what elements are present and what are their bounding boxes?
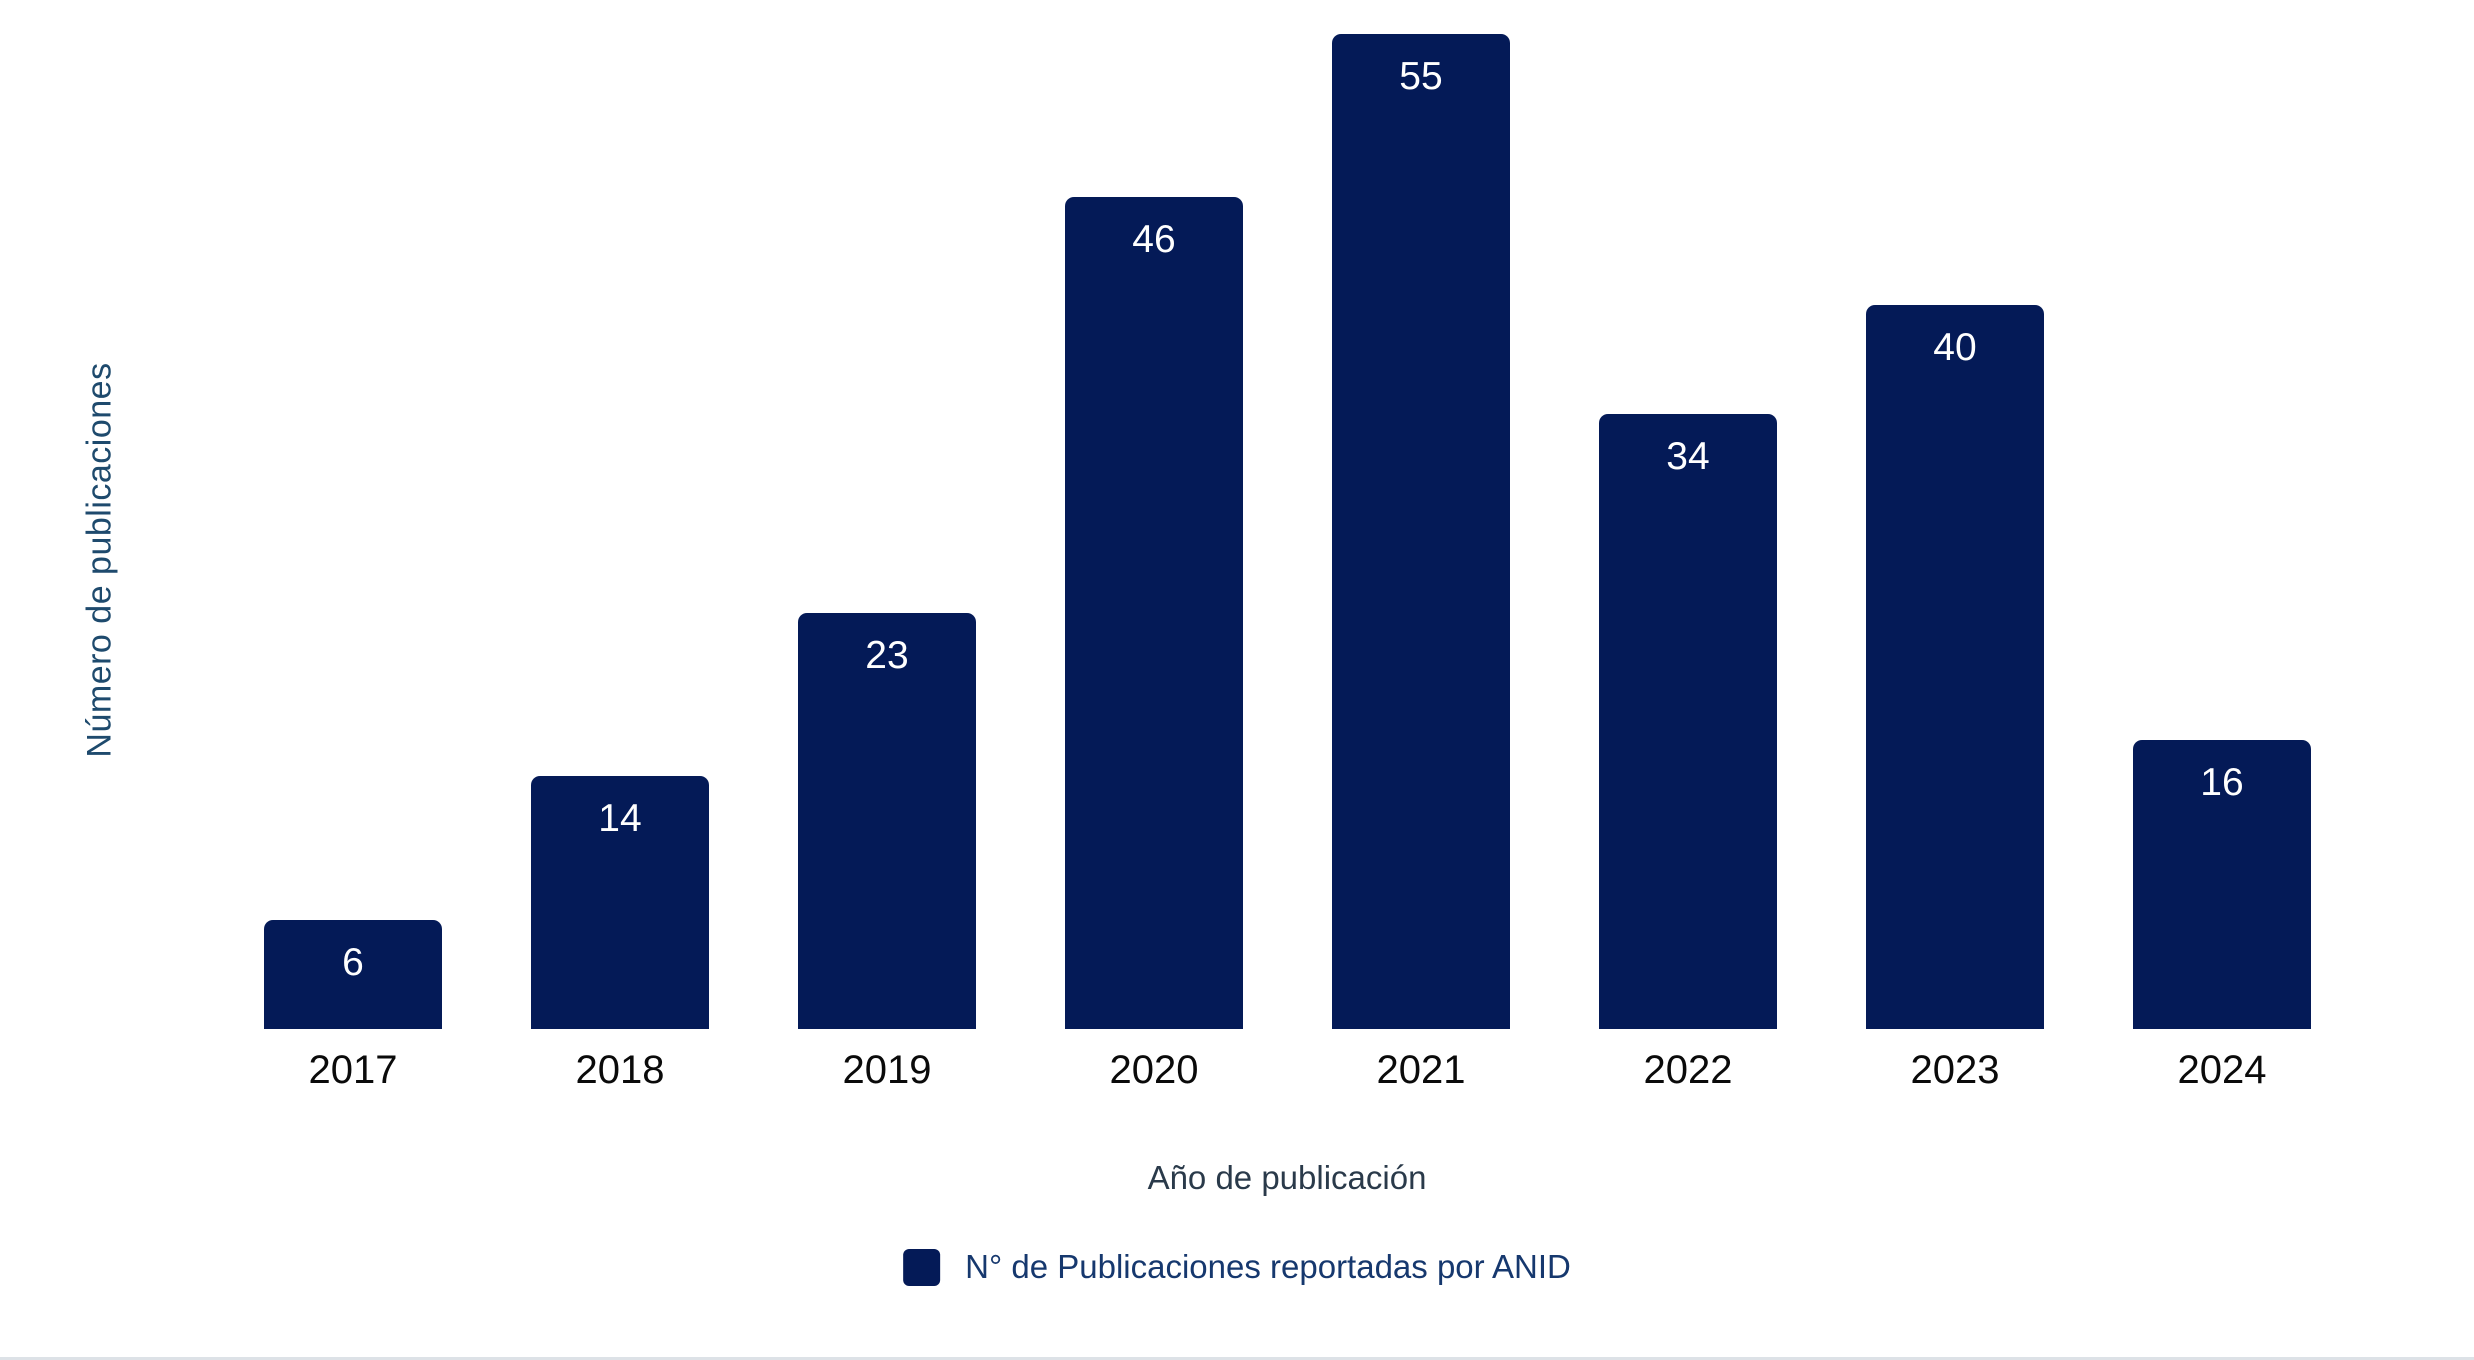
- bar-value-label: 46: [1132, 218, 1176, 261]
- x-axis-title: Año de publicación: [1147, 1159, 1427, 1196]
- bar-value-label: 23: [865, 634, 909, 677]
- bar-value-label: 16: [2200, 761, 2244, 804]
- bar-2019[interactable]: 23: [798, 613, 976, 1029]
- bar-value-label: 55: [1399, 55, 1443, 98]
- bar-2017[interactable]: 6: [264, 920, 442, 1029]
- bar-2021[interactable]: 55: [1332, 34, 1510, 1029]
- legend: N° de Publicaciones reportadas por ANID: [903, 1248, 1571, 1286]
- bar-2018[interactable]: 14: [531, 776, 709, 1029]
- bar-value-label: 6: [342, 941, 364, 984]
- legend-swatch-icon: [903, 1248, 941, 1286]
- bar-2022[interactable]: 34: [1599, 414, 1777, 1029]
- bar-value-label: 34: [1666, 435, 1710, 478]
- bar-2020[interactable]: 46: [1065, 197, 1243, 1029]
- bar-2023[interactable]: 40: [1866, 305, 2044, 1029]
- bar-value-label: 40: [1933, 326, 1977, 369]
- bottom-divider: [0, 1357, 2474, 1360]
- bar-2024[interactable]: 16: [2133, 740, 2311, 1029]
- legend-item[interactable]: N° de Publicaciones reportadas por ANID: [903, 1248, 1571, 1286]
- legend-label: N° de Publicaciones reportadas por ANID: [965, 1248, 1571, 1285]
- bar-value-label: 14: [598, 797, 642, 840]
